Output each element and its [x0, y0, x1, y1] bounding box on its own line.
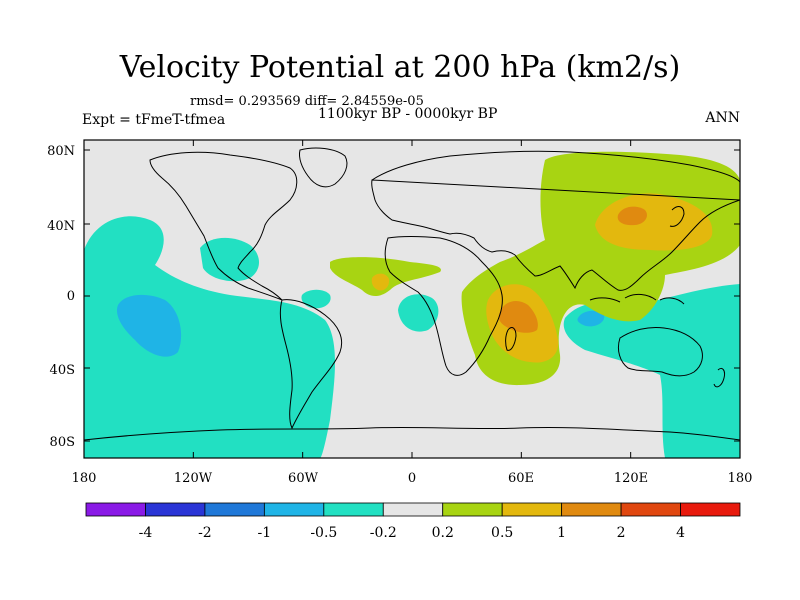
colorbar-swatch [561, 502, 622, 517]
period-line: 1100kyr BP - 0000kyr BP [318, 106, 498, 122]
coast-madagascar [505, 327, 517, 351]
colorbar-label: -1 [258, 525, 272, 541]
coastlines [84, 147, 740, 441]
lon-label-60e: 60E [508, 471, 534, 486]
lat-label-40s: 40S [50, 363, 75, 378]
lat-label-40n: 40N [47, 219, 75, 234]
coast-japan [669, 206, 685, 227]
colorbar-labels: -4 -2 -1 -0.5 -0.2 0.2 0.5 1 2 4 [139, 525, 685, 541]
colorbar-swatch [680, 502, 741, 517]
colorbar-label: 0.5 [491, 525, 513, 541]
contour-pos1-asia [617, 206, 647, 226]
colorbar-label: 2 [617, 525, 626, 541]
contour-neg-pacific-america [84, 216, 335, 458]
lon-label-120w: 120W [174, 471, 213, 486]
coast-australia [617, 327, 703, 377]
colorbar-label: -0.5 [310, 525, 337, 541]
stats-line: rmsd= 0.293569 diff= 2.84559e-05 [190, 94, 424, 109]
contour-neg-small-pacific [301, 289, 331, 309]
lon-label-60w: 60W [288, 471, 319, 486]
axis-ticks [83, 140, 741, 458]
colorbar-label: 0.2 [432, 525, 454, 541]
lon-label-180e: 180 [728, 471, 753, 486]
contour-neg1-indian [577, 310, 605, 327]
contour-pos05-north-africa [371, 273, 390, 291]
coast-new-zealand [713, 367, 725, 388]
lon-label-0: 0 [408, 471, 416, 486]
coast-indonesia [589, 293, 685, 305]
lat-labels: 80N 40N 0 40S 80S [47, 144, 75, 450]
coast-south-america [279, 299, 343, 430]
colorbar-swatch [442, 502, 503, 517]
colorbar-swatch [323, 502, 384, 517]
contour-fills [84, 151, 740, 458]
coast-africa [384, 236, 503, 376]
colorbar [85, 502, 741, 517]
lat-label-80n: 80N [47, 144, 75, 159]
lon-label-180w: 180 [72, 471, 97, 486]
coast-north-america [149, 151, 298, 301]
coast-greenland [299, 147, 348, 188]
colorbar-label: -2 [198, 525, 212, 541]
colorbar-label: -4 [139, 525, 153, 541]
plot-title: Velocity Potential at 200 hPa (km2/s) [119, 50, 681, 85]
colorbar-swatch [620, 502, 681, 517]
lat-label-eq: 0 [67, 289, 75, 304]
experiment-label: Expt = tFmeT-tfmea [82, 112, 226, 128]
lon-label-120e: 120E [614, 471, 648, 486]
contour-neg-atlantic [398, 294, 439, 332]
colorbar-swatch [145, 502, 206, 517]
colorbar-label: 1 [557, 525, 566, 541]
lon-labels: 180 120W 60W 0 60E 120E 180 [72, 471, 753, 486]
coast-antarctica [84, 426, 740, 441]
colorbar-label: 4 [676, 525, 685, 541]
contour-pos05-asia [595, 193, 713, 251]
season-label: ANN [705, 110, 740, 126]
colorbar-swatch [501, 502, 563, 517]
coast-eurasia [371, 150, 740, 291]
contour-neg1-pacific [116, 294, 182, 357]
colorbar-swatch [263, 502, 325, 517]
contour-neg-mexico [200, 237, 259, 282]
contour-pos1-africa [498, 300, 538, 333]
colorbar-swatch [85, 502, 146, 517]
colorbar-label: -0.2 [370, 525, 397, 541]
colorbar-swatch [204, 502, 265, 517]
colorbar-swatch [382, 502, 444, 517]
lat-label-80s: 80S [50, 435, 75, 450]
